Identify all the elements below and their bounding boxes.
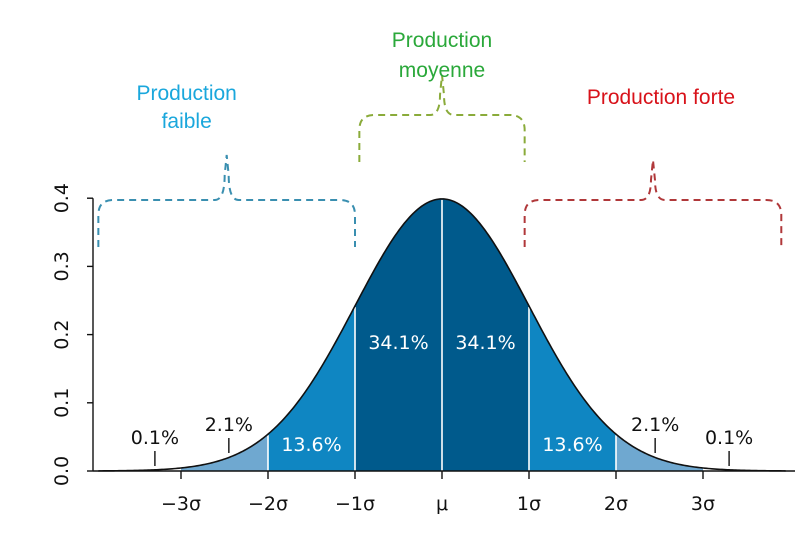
x-tick-label: 2σ: [604, 493, 628, 515]
y-tick-label: 0.4: [51, 183, 73, 213]
percent-label: 34.1%: [368, 332, 428, 354]
percent-label: 13.6%: [542, 434, 602, 456]
category-label-line1: Production: [392, 29, 492, 52]
x-ticks: −3σ −2σ −1σ μ 1σ 2σ 3σ: [161, 471, 715, 515]
area-segment-0: [181, 434, 268, 471]
category-label-line2: faible: [162, 110, 212, 133]
category-label-line1: Production forte: [587, 86, 735, 109]
category-label-line1: Production: [136, 82, 236, 105]
x-tick-label: 3σ: [691, 493, 715, 515]
x-tick-label: −3σ: [161, 493, 201, 515]
percent-label: 34.1%: [455, 332, 515, 354]
y-tick-label: 0.0: [51, 456, 73, 486]
x-tick-label: 1σ: [517, 493, 541, 515]
percent-label: 2.1%: [205, 414, 253, 436]
percent-label: 0.1%: [705, 427, 753, 449]
x-tick-label: −1σ: [335, 493, 375, 515]
category-label-line2: moyenne: [399, 59, 485, 82]
area-segment-5: [616, 434, 703, 471]
category-bracket: [97, 154, 356, 247]
category-bracket: [358, 74, 526, 162]
percent-labels: 0.1% 2.1% 13.6% 34.1% 34.1% 13.6% 2.1% 0.1%: [131, 332, 753, 466]
x-tick-label: μ: [436, 493, 448, 515]
category-bracket: [523, 159, 783, 247]
percent-label: 13.6%: [281, 434, 341, 456]
category-brackets: [97, 74, 783, 247]
sigma-dividers: [267, 199, 617, 471]
y-tick-label: 0.2: [51, 319, 73, 349]
y-tick-label: 0.3: [51, 251, 73, 281]
percent-label: 2.1%: [631, 414, 679, 436]
density-curve: [98, 198, 786, 472]
category-labels: Production faible Production moyenne Product…: [136, 29, 735, 133]
percent-label: 0.1%: [131, 427, 179, 449]
y-ticks: 0.0 0.1 0.2 0.3 0.4: [51, 183, 93, 486]
y-tick-label: 0.1: [51, 388, 73, 418]
x-tick-label: −2σ: [248, 493, 288, 515]
